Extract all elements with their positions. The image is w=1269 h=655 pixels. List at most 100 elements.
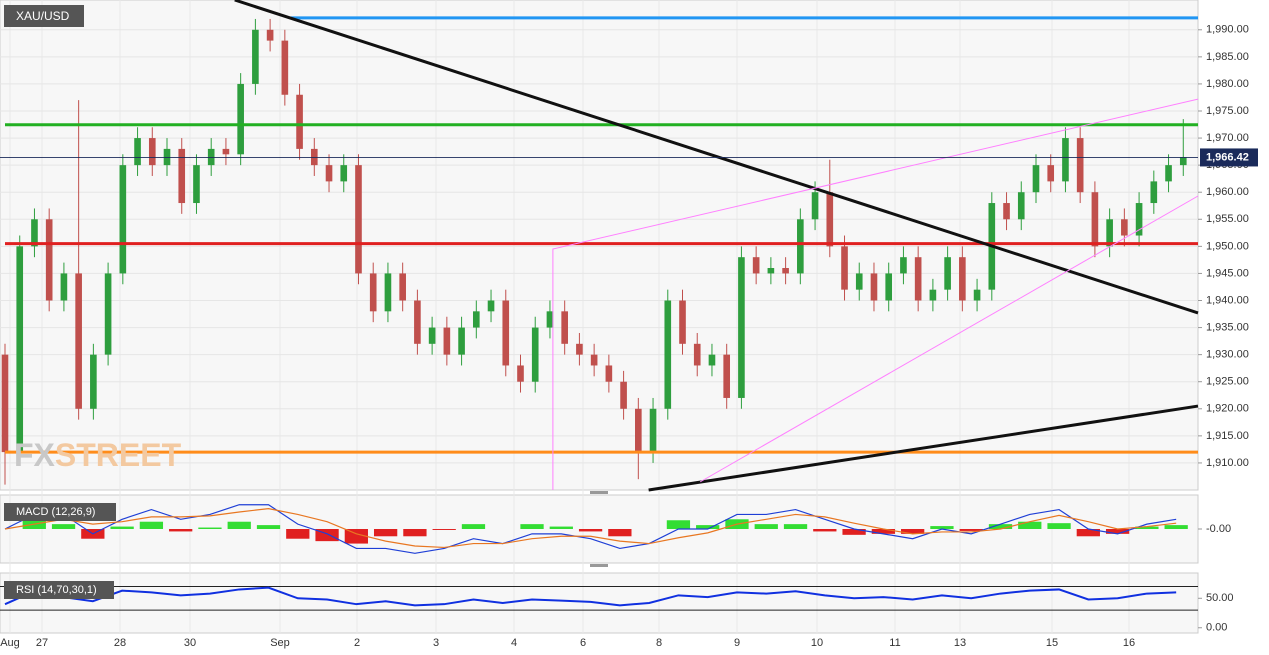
histogram-bar (930, 526, 954, 529)
indicator-label: RSI (14,70,30,1) (16, 584, 97, 596)
candle-body (1165, 165, 1172, 182)
y-tick-label: 1,980.00 (1206, 78, 1249, 90)
candle-body (723, 354, 731, 398)
histogram-bar (256, 525, 281, 529)
candle-body (870, 273, 878, 301)
candle-body (60, 273, 68, 301)
candle-body (45, 219, 53, 301)
trendline (699, 195, 1199, 483)
y-tick-label: 1,985.00 (1206, 51, 1249, 63)
macd-line (4, 507, 1177, 549)
y-tick-label: -0.00 (1206, 523, 1231, 535)
histogram-bar (1076, 529, 1100, 537)
histogram-bar (198, 527, 222, 529)
histogram-bar (901, 529, 925, 534)
candle-body (1017, 192, 1025, 220)
candle-body (1, 354, 9, 453)
histogram-bar (959, 529, 983, 531)
candle-body (1106, 219, 1113, 247)
y-tick-label: 0.00 (1206, 622, 1227, 634)
x-tick-label: 4 (511, 637, 517, 649)
x-tick-label: 11 (889, 637, 900, 649)
candle-body (605, 365, 613, 382)
histogram-bar (1164, 525, 1188, 529)
candle-body (119, 165, 127, 274)
histogram-bar (1105, 529, 1130, 534)
x-tick-label: 10 (811, 637, 823, 649)
candle-body (959, 257, 966, 301)
candle-body (914, 257, 922, 301)
indicator-label-box (4, 581, 114, 599)
candle-body (1003, 203, 1010, 220)
histogram-bar (754, 524, 778, 529)
candle-body (1076, 138, 1084, 193)
histogram-bar (373, 529, 398, 537)
x-tick-label: 6 (580, 637, 586, 649)
candle-body (281, 40, 289, 95)
candle-body (811, 192, 819, 220)
candle-body (193, 165, 200, 204)
x-tick-label: 28 (114, 637, 126, 649)
candle-body (561, 311, 568, 344)
candle-body (340, 165, 348, 182)
candle-body (826, 192, 834, 247)
candle-body (767, 268, 775, 274)
candle-body (75, 273, 82, 409)
candle-body (1150, 181, 1158, 204)
indicator-label-box (4, 503, 116, 521)
y-tick-label: 1,990.00 (1206, 24, 1249, 36)
candle-body (296, 94, 303, 149)
resize-handle[interactable] (590, 491, 608, 494)
candle-body (1032, 165, 1040, 193)
histogram-bar (813, 529, 837, 532)
y-tick-label: 1,945.00 (1206, 267, 1249, 279)
candle-body (841, 246, 848, 290)
trendline (552, 98, 1199, 490)
symbol-box (4, 5, 84, 27)
candle-body (546, 311, 554, 328)
y-tick-label: 1,925.00 (1206, 376, 1249, 388)
candle-body (207, 148, 215, 166)
candle-body (1091, 192, 1099, 247)
candle-body (163, 148, 171, 166)
histogram-bar (344, 529, 368, 544)
resize-handle[interactable] (590, 564, 608, 567)
candle-body (414, 300, 421, 344)
watermark: FXSTREET (14, 437, 182, 473)
candle-body (399, 273, 406, 301)
candle-body (1135, 203, 1143, 236)
y-tick-label: 1,975.00 (1206, 105, 1249, 117)
candle-body (443, 327, 451, 355)
x-tick-label: 8 (656, 637, 662, 649)
histogram-bar (110, 526, 134, 529)
histogram-bar (1018, 521, 1042, 529)
candle-body (90, 354, 97, 409)
candle-body (369, 273, 377, 312)
x-tick-label: 27 (36, 637, 48, 649)
candle-body (738, 257, 745, 398)
candle-body (252, 29, 259, 84)
candle-body (752, 257, 760, 274)
y-tick-label: 1,970.00 (1206, 132, 1249, 144)
candle-body (178, 148, 186, 204)
y-tick-label: 1,950.00 (1206, 240, 1249, 252)
watermark-fx: FX (14, 437, 56, 473)
candle-body (384, 273, 392, 312)
histogram-bar (139, 521, 164, 529)
candle-body (472, 311, 480, 328)
candle-body (428, 327, 436, 344)
y-tick-label: 1,935.00 (1206, 321, 1249, 333)
candle-body (355, 165, 362, 274)
x-tick-label: Sep (270, 637, 290, 649)
candle-body (576, 343, 583, 355)
candle-body (531, 327, 539, 382)
candle-body (708, 354, 716, 366)
candle-body (502, 300, 510, 366)
histogram-bar (520, 524, 544, 529)
candle-body (929, 289, 937, 301)
candle-body (266, 29, 274, 41)
candle-body (517, 365, 524, 382)
candle-body (310, 148, 318, 166)
rsi-line (4, 586, 1177, 607)
